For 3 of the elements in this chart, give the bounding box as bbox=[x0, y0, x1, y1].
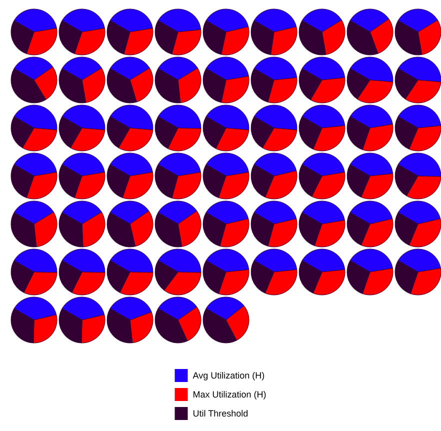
legend-label: Max Utilization (H) bbox=[192, 390, 266, 400]
legend-label: Avg Utilization (H) bbox=[192, 370, 265, 380]
legend-label: Util Threshold bbox=[192, 408, 248, 418]
